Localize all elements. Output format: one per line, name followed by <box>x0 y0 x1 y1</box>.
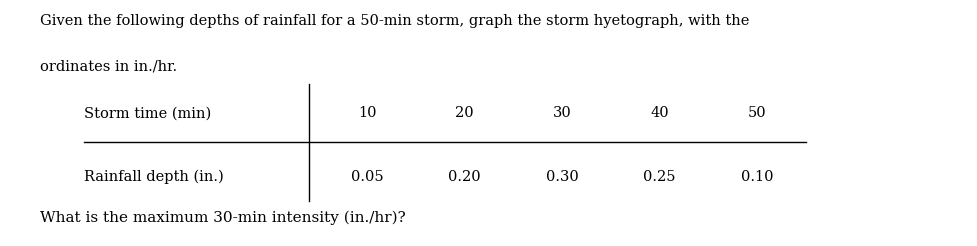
Text: 40: 40 <box>650 106 668 120</box>
Text: 0.25: 0.25 <box>643 169 675 184</box>
Text: 50: 50 <box>747 106 766 120</box>
Text: 10: 10 <box>358 106 376 120</box>
Text: Given the following depths of rainfall for a 50-min storm, graph the storm hyeto: Given the following depths of rainfall f… <box>40 14 749 28</box>
Text: 0.05: 0.05 <box>351 169 383 184</box>
Text: What is the maximum 30-min intensity (in./hr)?: What is the maximum 30-min intensity (in… <box>40 211 405 225</box>
Text: ordinates in in./hr.: ordinates in in./hr. <box>40 60 178 74</box>
Text: 0.30: 0.30 <box>545 169 578 184</box>
Text: Rainfall depth (in.): Rainfall depth (in.) <box>84 169 224 184</box>
Text: 0.20: 0.20 <box>447 169 481 184</box>
Text: 30: 30 <box>552 106 571 120</box>
Text: 0.10: 0.10 <box>741 169 773 184</box>
Text: Storm time (min): Storm time (min) <box>84 106 211 120</box>
Text: 20: 20 <box>455 106 474 120</box>
